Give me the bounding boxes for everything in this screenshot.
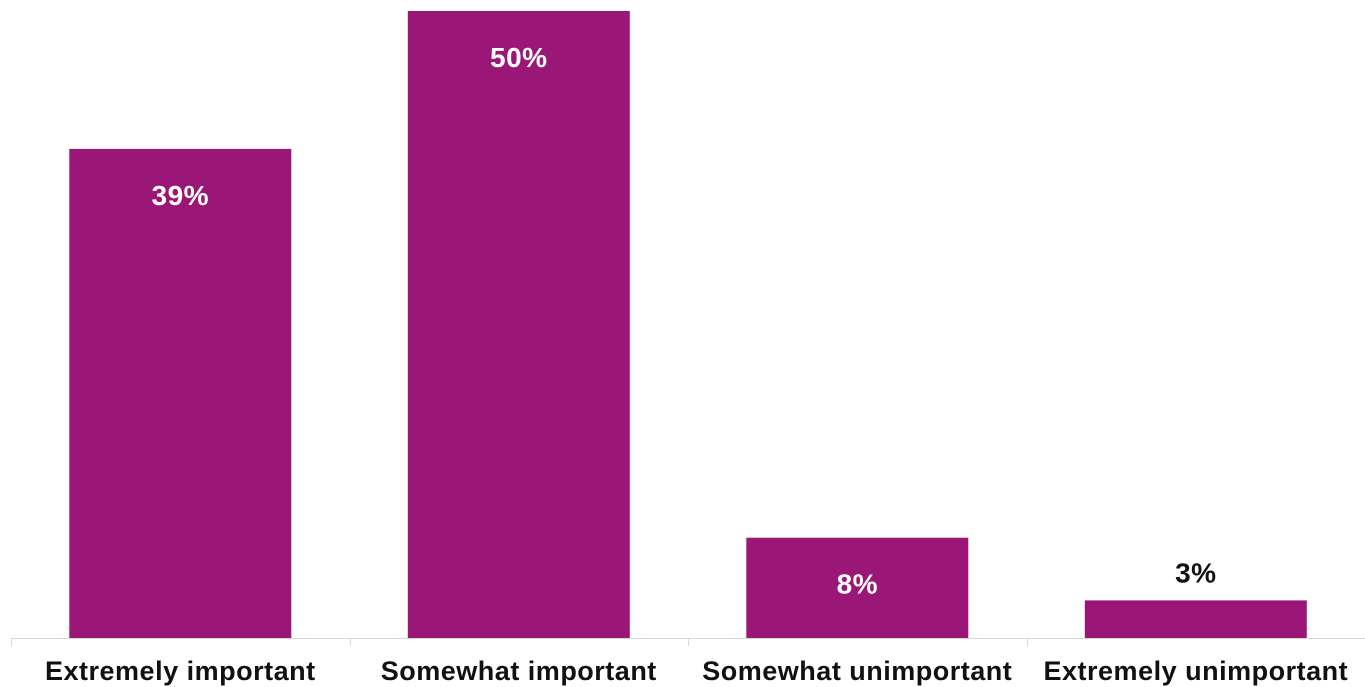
x-axis bbox=[11, 638, 1365, 646]
category-label: Extremely unimportant bbox=[1044, 656, 1349, 686]
data-label: 3% bbox=[1175, 557, 1216, 588]
category-labels-layer: Extremely important Somewhat important Som… bbox=[45, 656, 1348, 686]
data-label: 50% bbox=[490, 42, 548, 73]
category-label: Somewhat unimportant bbox=[702, 656, 1012, 686]
category-label: Somewhat important bbox=[381, 656, 657, 686]
data-labels-layer: 39% 50% 8% 3% bbox=[152, 42, 1217, 600]
category-label: Extremely important bbox=[45, 656, 316, 686]
data-label: 39% bbox=[152, 180, 210, 211]
bar-somewhat-important bbox=[407, 11, 630, 638]
bar-somewhat-unimportant bbox=[746, 537, 969, 638]
bar-extremely-unimportant bbox=[1084, 600, 1307, 638]
data-label: 8% bbox=[837, 569, 878, 600]
bars-layer bbox=[69, 11, 1307, 638]
bar-extremely-important bbox=[69, 148, 292, 638]
